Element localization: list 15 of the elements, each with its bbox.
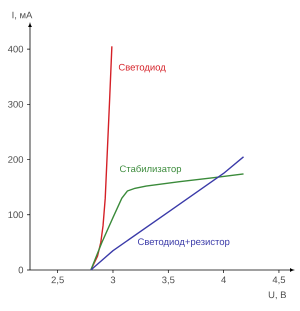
x-tick-label: 4,5	[272, 276, 286, 284]
x-tick-label: 3	[110, 276, 116, 284]
y-tick-label: 200	[8, 156, 24, 163]
y-tick-label: 300	[8, 100, 24, 108]
y-tick-label: 100	[8, 211, 24, 218]
series-label: Стабилизатор	[120, 165, 182, 174]
y-axis-title: I, мА	[12, 12, 32, 20]
y-tick-label: 0	[18, 266, 24, 274]
y-tick-label: 400	[8, 46, 24, 52]
x-tick-label: 3,5	[162, 276, 174, 284]
x-tick-label: 2,5	[52, 276, 64, 284]
x-tick-label: 4	[221, 276, 226, 284]
series-label: Светодиод+резистор	[138, 238, 230, 247]
series-label: Светодиод	[118, 64, 166, 72]
x-axis-title: U, В	[268, 292, 286, 300]
